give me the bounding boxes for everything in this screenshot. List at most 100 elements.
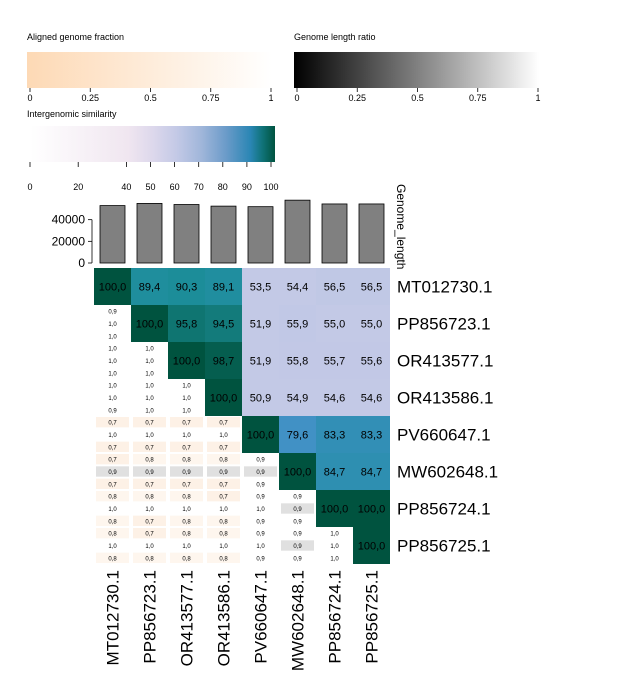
aligned-fraction-value: 1,0 [108,347,117,353]
row-label: PP856724.1 [397,500,491,519]
aligned-fraction-value: 0,9 [293,556,302,562]
similarity-tick-label: 20 [73,182,83,192]
column-label: PP856725.1 [363,570,382,664]
aligned-fraction-value: 0,9 [219,470,228,476]
aligned-fraction-value: 0,7 [145,445,154,451]
aligned-fraction-value: 1,0 [219,507,228,513]
aligned-fraction-value: 0,8 [182,556,191,562]
aligned-fraction-value: 0,8 [108,495,117,501]
ratio-tick-label: 0.5 [411,93,424,103]
aligned-fraction-value: 1,0 [108,384,117,390]
similarity-cell-value: 100,0 [247,430,275,442]
aligned-fraction-value: 0,9 [256,519,265,525]
aligned-fraction-value: 0,9 [293,519,302,525]
similarity-cell-value: 84,7 [324,467,345,479]
similarity-cell-value: 55,9 [287,319,308,331]
aligned-fraction-value: 0,9 [256,458,265,464]
aligned-fraction-value: 0,8 [108,556,117,562]
aligned-fraction-value: 0,9 [256,532,265,538]
aligned-fraction-value: 0,7 [145,532,154,538]
aligned-fraction-value: 0,7 [182,445,191,451]
genome-length-bar-chart: 02000040000 Genome_length [52,184,408,270]
similarity-cell-value: 50,9 [250,393,271,405]
legend-similarity-title: Intergenomic similarity [27,109,117,119]
similarity-tick-label: 100 [263,182,278,192]
ratio-tick-label: 0.25 [348,93,366,103]
similarity-cell-value: 79,6 [287,430,308,442]
similarity-cell-value: 100,0 [136,319,164,331]
column-label: PP856723.1 [141,570,160,664]
genome-length-bar [322,204,347,263]
aligned-fraction-value: 0,8 [108,532,117,538]
aligned-fraction-value: 0,8 [145,458,154,464]
aligned-fraction-value: 1,0 [256,507,265,513]
similarity-cell-value: 83,3 [324,430,345,442]
aligned-fraction-value: 1,0 [219,433,228,439]
genome-length-bar [359,204,384,263]
column-label: PP856724.1 [326,570,345,664]
genome-length-bar [211,206,236,263]
aligned-fraction-value: 0,7 [219,495,228,501]
aligned-fraction-value: 1,0 [182,396,191,402]
genome-length-bar [137,203,162,263]
aligned-fraction-value: 1,0 [108,433,117,439]
genome-length-bar [285,200,310,263]
similarity-cell-value: 56,5 [324,282,345,294]
aligned-fraction-value: 0,8 [108,519,117,525]
legend-similarity-bar [30,126,275,162]
aligned-fraction-value: 1,0 [219,544,228,550]
aligned-fraction-value: 1,0 [330,556,339,562]
aligned-fraction-value: 1,0 [108,359,117,365]
similarity-tick-label: 0 [27,182,32,192]
aligned-fraction-value: 0,8 [145,556,154,562]
bar-axis-label: Genome_length [394,184,408,269]
aligned-tick-label: 0 [27,93,32,103]
aligned-fraction-value: 0,9 [108,408,117,414]
aligned-fraction-value: 1,0 [182,408,191,414]
similarity-cell-value: 100,0 [358,504,386,516]
similarity-cell-value: 51,9 [250,356,271,368]
row-label: PV660647.1 [397,426,491,445]
similarity-cell-value: 54,9 [287,393,308,405]
similarity-heatmap: 100,0 89,4 90,3 89,1 53,5 54,4 56,5 56,5100,0 95… [94,268,390,564]
aligned-fraction-value: 0,9 [256,495,265,501]
similarity-tick-label: 40 [121,182,131,192]
column-label: OR413586.1 [215,570,234,666]
aligned-fraction-value: 0,9 [256,470,265,476]
aligned-tick-label: 0.75 [202,93,220,103]
aligned-fraction-value: 1,0 [330,532,339,538]
similarity-cell-value: 100,0 [99,282,127,294]
row-labels: MT012730.1PP856723.1OR413577.1OR413586.1… [397,278,498,556]
aligned-fraction-value: 0,7 [182,421,191,427]
row-label: MT012730.1 [397,278,492,297]
legend-aligned-title: Aligned genome fraction [27,32,124,42]
aligned-fraction-value: 0,8 [145,495,154,501]
aligned-fraction-value: 1,0 [108,507,117,513]
column-label: MT012730.1 [104,570,123,665]
aligned-fraction-value: 0,7 [108,482,117,488]
similarity-tick-label: 90 [242,182,252,192]
legend-aligned-fraction: Aligned genome fraction 0 0.25 0.5 0.75 1 [27,32,274,103]
row-label: OR413586.1 [397,389,493,408]
similarity-cell-value: 100,0 [210,393,238,405]
aligned-fraction-value: 0,7 [108,445,117,451]
aligned-fraction-value: 0,8 [182,519,191,525]
similarity-cell-value: 56,5 [361,282,382,294]
similarity-cell-value: 83,3 [361,430,382,442]
similarity-cell-value: 55,6 [361,356,382,368]
aligned-fraction-value: 1,0 [145,371,154,377]
legend-length-ratio: Genome length ratio 0 0.25 0.5 0.75 1 [294,32,541,103]
similarity-cell-value: 55,0 [361,319,382,331]
aligned-fraction-value: 0,8 [219,556,228,562]
aligned-fraction-value: 0,8 [219,458,228,464]
similarity-cell-value: 84,7 [361,467,382,479]
aligned-fraction-value: 1,0 [145,396,154,402]
aligned-fraction-value: 1,0 [108,396,117,402]
aligned-fraction-value: 0,9 [293,495,302,501]
aligned-fraction-value: 1,0 [145,544,154,550]
aligned-fraction-value: 1,0 [182,384,191,390]
aligned-fraction-value: 0,8 [219,532,228,538]
aligned-tick-label: 0.5 [144,93,157,103]
legend-ratio-bar [294,52,539,88]
row-label: MW602648.1 [397,463,498,482]
